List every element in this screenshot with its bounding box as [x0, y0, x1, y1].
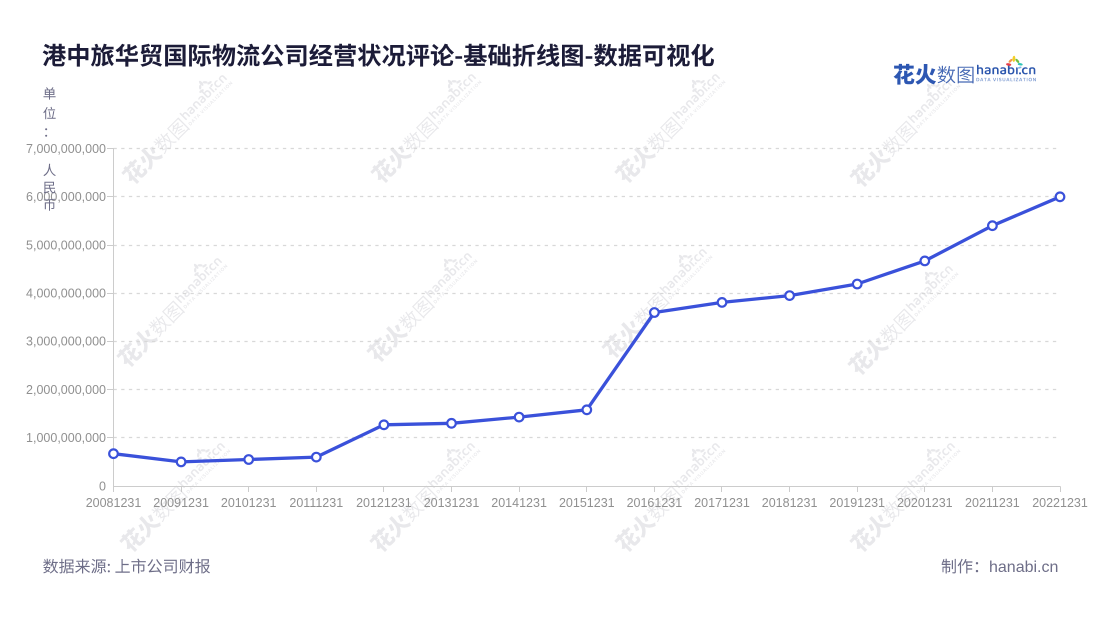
svg-text:20141231: 20141231 [491, 496, 547, 510]
svg-text:20151231: 20151231 [559, 496, 615, 510]
svg-text:20211231: 20211231 [965, 496, 1020, 510]
svg-text:20201231: 20201231 [897, 496, 953, 510]
svg-text:20081231: 20081231 [86, 496, 142, 510]
svg-text:20091231: 20091231 [153, 496, 209, 510]
svg-text:4,000,000,000: 4,000,000,000 [26, 287, 106, 301]
svg-text:20111231: 20111231 [289, 496, 343, 510]
svg-text:20131231: 20131231 [424, 496, 480, 510]
svg-text:7,000,000,000: 7,000,000,000 [26, 142, 106, 156]
svg-text:3,000,000,000: 3,000,000,000 [26, 335, 106, 349]
svg-text:20181231: 20181231 [762, 496, 818, 510]
svg-text:hanabi.cn: hanabi.cn [989, 559, 1058, 576]
svg-text:5,000,000,000: 5,000,000,000 [26, 238, 106, 252]
svg-text:20221231: 20221231 [1032, 496, 1088, 510]
svg-text:1,000,000,000: 1,000,000,000 [26, 431, 106, 445]
svg-text:20161231: 20161231 [627, 496, 683, 510]
svg-text:20121231: 20121231 [356, 496, 412, 510]
svg-text:0: 0 [99, 479, 106, 493]
svg-text:20191231: 20191231 [829, 496, 885, 510]
svg-text:20171231: 20171231 [694, 496, 750, 510]
svg-text:20101231: 20101231 [221, 496, 277, 510]
svg-text:2,000,000,000: 2,000,000,000 [26, 383, 106, 397]
svg-text:6,000,000,000: 6,000,000,000 [26, 190, 106, 204]
